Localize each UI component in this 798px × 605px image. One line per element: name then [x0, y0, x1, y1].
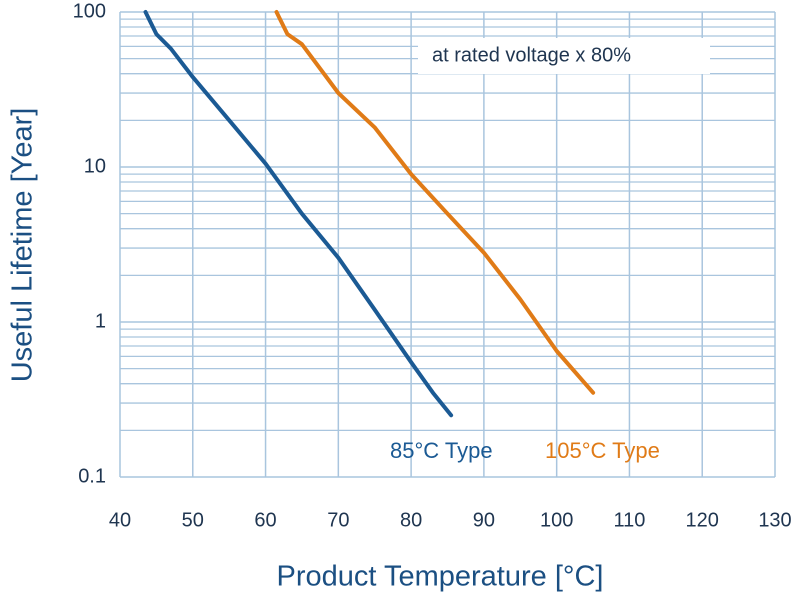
y-axis-title: Useful Lifetime [Year]	[7, 108, 39, 383]
x-tick-label: 90	[473, 509, 495, 531]
x-tick-label: 40	[109, 509, 131, 531]
series-line	[143, 10, 454, 418]
legend-label: 105°C Type	[545, 438, 660, 463]
x-axis-title: Product Temperature [°C]	[277, 561, 604, 593]
x-tick-label: 70	[327, 509, 349, 531]
x-tick-label: 80	[400, 509, 422, 531]
grid	[119, 11, 776, 478]
x-tick-label: 60	[254, 509, 276, 531]
x-tick-label: 100	[540, 509, 573, 531]
y-tick-label: 100	[73, 0, 106, 22]
y-tick-label: 1	[95, 310, 106, 332]
x-tick-label: 130	[758, 509, 791, 531]
lines	[143, 10, 596, 418]
x-tick-label: 50	[182, 509, 204, 531]
annotation-box	[418, 38, 710, 74]
x-tick-label: 120	[686, 509, 719, 531]
x-tick-label: 110	[613, 509, 645, 531]
legend-label: 85°C Type	[390, 438, 493, 463]
y-tick-label: 10	[84, 155, 106, 177]
series-line	[274, 10, 596, 395]
y-tick-label: 0.1	[78, 465, 106, 487]
annotation: at rated voltage x 80%	[432, 44, 631, 66]
